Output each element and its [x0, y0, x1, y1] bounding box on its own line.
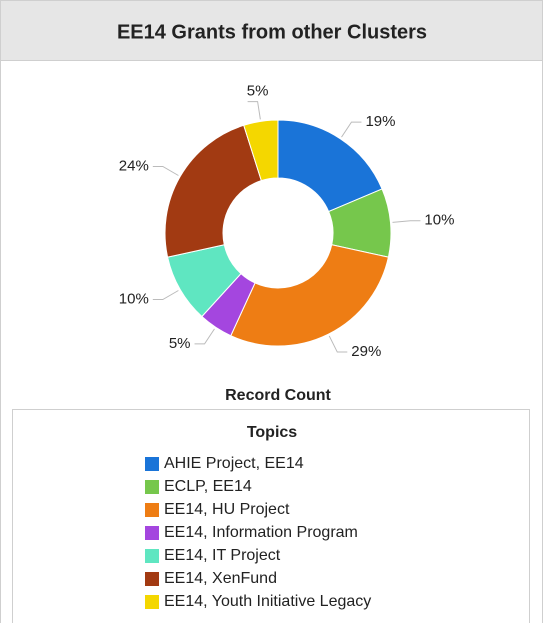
- leader-line: [247, 101, 261, 120]
- legend-swatch: [145, 480, 159, 494]
- legend-swatch: [145, 595, 159, 609]
- legend-title: Topics: [247, 424, 297, 441]
- slice: [243, 119, 279, 182]
- legend-label: EE14, IT Project: [164, 547, 281, 564]
- axis-label: Record Count: [225, 387, 331, 404]
- data-label: 10%: [119, 290, 149, 307]
- legend-label: EE14, Information Program: [164, 524, 358, 541]
- leader-line: [194, 328, 215, 345]
- legend-swatch: [145, 526, 159, 540]
- data-label: 5%: [247, 83, 269, 100]
- legend-label: EE14, XenFund: [164, 570, 277, 587]
- legend-label: AHIE Project, EE14: [164, 455, 304, 472]
- legend-swatch: [145, 549, 159, 563]
- chart-title: EE14 Grants from other Clusters: [117, 21, 427, 43]
- leader-line: [341, 121, 362, 138]
- data-label: 29%: [351, 343, 381, 360]
- data-label: 19%: [365, 113, 395, 130]
- slice: [230, 244, 389, 347]
- leader-line: [152, 166, 179, 176]
- leader-line: [392, 220, 421, 223]
- legend-label: ECLP, EE14: [164, 478, 252, 495]
- header: [0, 0, 543, 61]
- leader-line: [152, 290, 179, 300]
- legend-box: [12, 409, 530, 623]
- legend-swatch: [145, 572, 159, 586]
- leader-line: [328, 335, 348, 353]
- data-label: 5%: [169, 335, 191, 352]
- legend-swatch: [145, 503, 159, 517]
- legend-swatch: [145, 457, 159, 471]
- data-label: 10%: [424, 212, 454, 229]
- legend-label: EE14, Youth Initiative Legacy: [164, 593, 371, 610]
- legend-label: EE14, HU Project: [164, 501, 290, 518]
- data-label: 24%: [119, 157, 149, 174]
- slice: [164, 124, 262, 258]
